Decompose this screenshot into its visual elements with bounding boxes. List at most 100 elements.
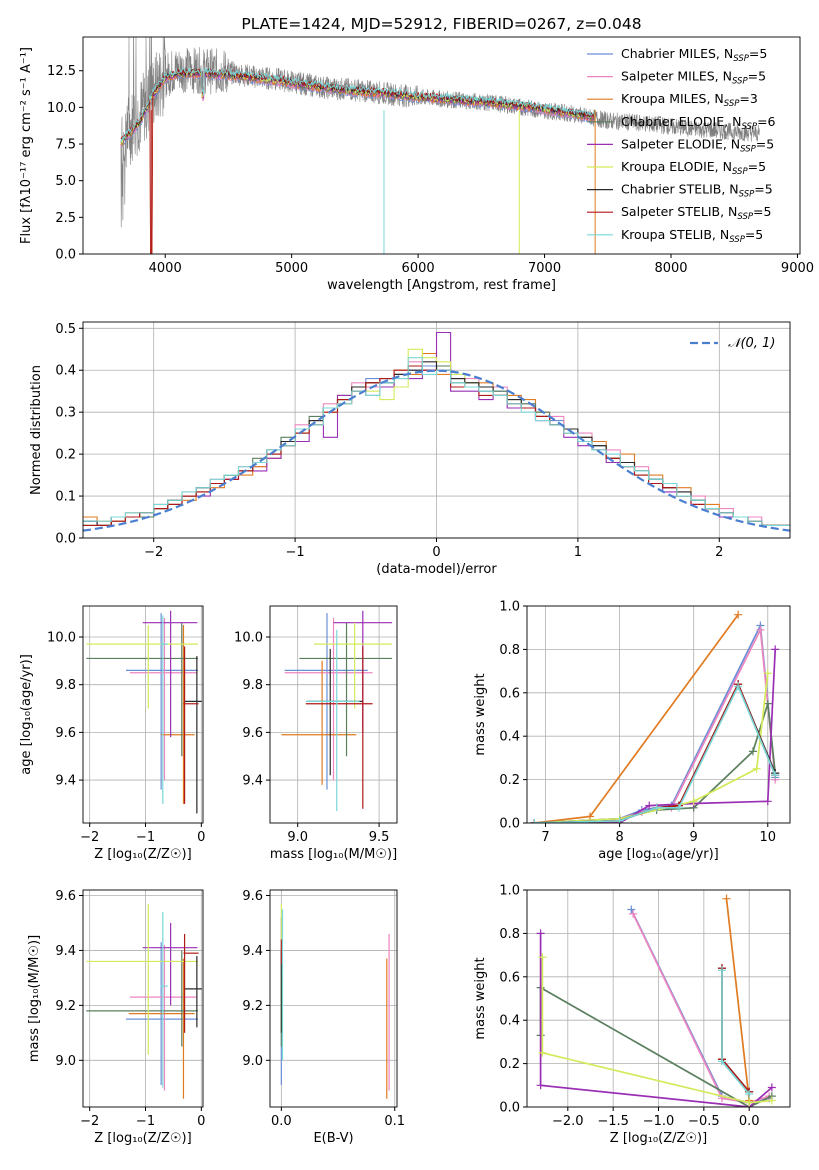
legend-label: Salpeter ELODIE, NSSP=5 <box>621 136 774 154</box>
y-tick-label: 0.2 <box>499 773 520 788</box>
legend-label-text: Chabrier STELIB, N <box>621 182 739 197</box>
weight-line-salpeter-elodie <box>539 933 773 1107</box>
x-tick-label: −2 <box>80 1114 99 1129</box>
legend-label-sub: SSP <box>741 122 757 132</box>
x-tick-label: 9 <box>690 830 698 845</box>
x-tick-label: 0 <box>197 1114 205 1129</box>
panel-age_vs_Z: −2 −1 0 9.4 9.6 9.8 10.0 Z [log₁₀(Z/Z☉)] age [lo… <box>19 605 205 862</box>
y-tick-label: 9.6 <box>242 726 263 741</box>
weight-point-marker <box>745 1089 754 1098</box>
weight-point-marker <box>645 801 654 810</box>
weight-line-kroupa-miles <box>725 898 751 1101</box>
plot-area <box>86 903 202 1099</box>
y-tick-label: 0.0 <box>499 1101 520 1116</box>
legend-label: Kroupa STELIB, NSSP=5 <box>621 227 763 245</box>
axes-frame <box>526 889 791 1108</box>
panel-residuals: −2 −1 0 1 2 0.0 0.1 0.2 0.3 0.4 0.5 (data-model)/er… <box>29 321 791 577</box>
weight-point-marker <box>767 1083 776 1092</box>
y-tick-label: 12.5 <box>47 64 76 79</box>
y-tick-label: 0.8 <box>499 643 520 658</box>
legend-label: Chabrier ELODIE, NSSP=6 <box>621 114 776 132</box>
plot-area <box>83 331 790 532</box>
weight-point-marker <box>538 953 547 962</box>
y-tick-label: 0.4 <box>499 730 520 745</box>
y-tick-label: 9.4 <box>242 774 263 789</box>
y-tick-label: 0.5 <box>55 322 76 337</box>
y-tick-label: 0.0 <box>55 532 76 547</box>
histogram-kroupa-stelib <box>83 357 790 526</box>
x-tick-label: −0.5 <box>688 1114 720 1129</box>
plot-area <box>280 903 390 1099</box>
legend-label-tail: =5 <box>748 159 766 174</box>
weight-line-chabrier-miles <box>630 909 770 1104</box>
legend-label-tail: =5 <box>745 227 763 242</box>
x-tick-label: 7 <box>541 830 549 845</box>
x-tick-label: 6000 <box>402 261 435 276</box>
axes-frame <box>82 605 204 824</box>
weight-point-marker <box>530 819 539 823</box>
axes-frame <box>82 36 801 255</box>
legend-label-sub: SSP <box>732 167 748 177</box>
weight-point-marker <box>674 803 683 812</box>
x-tick-label: −2.0 <box>552 1114 584 1129</box>
legend-label: Salpeter STELIB, NSSP=5 <box>621 204 771 222</box>
x-tick-label: 8000 <box>654 261 687 276</box>
y-tick-label: 0.6 <box>499 970 520 985</box>
weight-line-salpeter-elodie <box>534 649 777 823</box>
y-tick-label: 9.6 <box>55 889 76 904</box>
y-tick-label: 0.3 <box>55 406 76 421</box>
y-tick-label: 9.8 <box>242 678 263 693</box>
panel-spectrum: 4000 5000 6000 7000 8000 9000 0.0 2.5 5.0 7.5 10.0… <box>19 15 814 293</box>
weight-point-marker <box>717 966 726 975</box>
legend-label: Chabrier MILES, NSSP=5 <box>621 46 767 64</box>
legend-label-tail: =6 <box>757 114 775 129</box>
legend-label-tail: =5 <box>753 204 771 219</box>
y-tick-label: 9.6 <box>55 726 76 741</box>
y-axis-label: mass weight <box>473 957 488 1039</box>
weight-point-marker <box>763 797 772 806</box>
plot-area <box>120 37 760 254</box>
panel-mass_vs_Z: −2 −1 0 9.0 9.2 9.4 9.6 Z [log₁₀(Z/Z☉)] mass [lo… <box>27 889 205 1146</box>
legend-label-text: Kroupa ELODIE, N <box>621 159 732 174</box>
x-tick-label: −1 <box>136 1114 155 1129</box>
y-axis-label: mass [log₁₀(M/M☉)] <box>27 935 42 1062</box>
legend-label-tail: =5 <box>749 46 767 61</box>
weight-point-marker <box>615 816 624 823</box>
weight-line-kroupa-miles <box>534 614 739 823</box>
chart-title: PLATE=1424, MJD=52912, FIBERID=0267, z=0… <box>241 15 641 33</box>
axes-frame <box>269 605 398 824</box>
y-tick-label: 1.0 <box>499 600 520 615</box>
model-spectrum-kroupa-stelib <box>120 67 596 143</box>
weight-point-marker <box>734 682 743 691</box>
y-tick-label: 10.0 <box>47 101 76 116</box>
y-tick-label: 0.1 <box>55 490 76 505</box>
y-tick-label: 9.2 <box>242 999 263 1014</box>
weight-point-marker <box>536 1081 545 1090</box>
y-tick-label: 9.2 <box>55 999 76 1014</box>
panel-massweight_vs_Z: −2.0 −1.5 −1.0 −0.5 0.0 0.0 0.2 0.4 0.6 0.8 1.0 Z [… <box>473 884 791 1146</box>
x-tick-label: 5000 <box>275 261 308 276</box>
y-tick-label: 0.2 <box>55 448 76 463</box>
legend-label-text: Salpeter ELODIE, N <box>621 136 740 151</box>
x-axis-label: age [log₁₀(age/yr)] <box>598 847 719 862</box>
legend-label-sub: SSP <box>729 235 745 245</box>
legend-label-tail: =3 <box>739 91 757 106</box>
weight-point-marker <box>538 1048 547 1057</box>
weight-point-marker <box>722 894 731 903</box>
plot-area <box>86 610 202 814</box>
y-tick-label: 0.2 <box>499 1057 520 1072</box>
x-tick-label: 9000 <box>781 261 814 276</box>
weight-point-marker <box>717 1057 726 1066</box>
weight-point-marker <box>752 764 761 773</box>
weight-point-marker <box>771 771 780 780</box>
y-tick-label: 1.0 <box>499 884 520 899</box>
weight-point-marker <box>734 610 743 619</box>
y-tick-label: 10.0 <box>47 631 76 646</box>
y-axis-label: Normed distribution <box>29 365 44 495</box>
legend-label: Kroupa MILES, NSSP=3 <box>621 91 758 109</box>
legend-label-sub: SSP <box>733 54 749 64</box>
legend-label-sub: SSP <box>739 190 755 200</box>
weight-point-marker <box>763 669 772 678</box>
